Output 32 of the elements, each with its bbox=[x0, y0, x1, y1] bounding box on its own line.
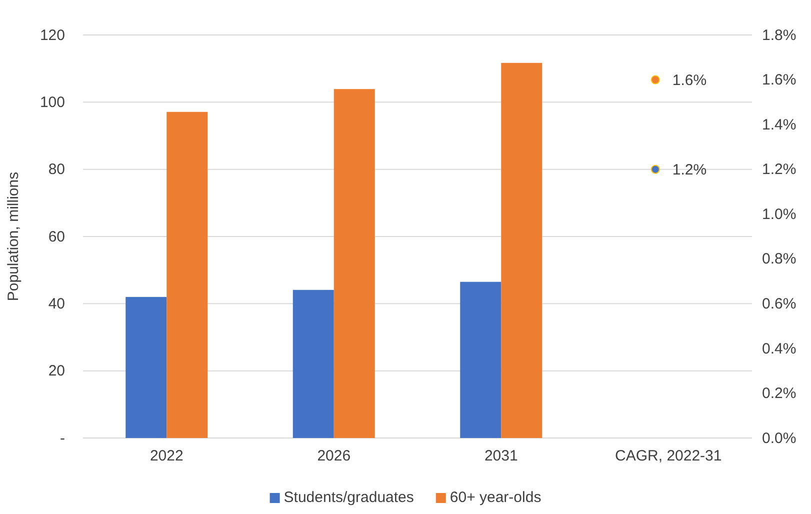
bar bbox=[166, 112, 208, 438]
y2-tick-label: 1.2% bbox=[762, 161, 796, 178]
y2-tick-label: 1.4% bbox=[762, 116, 796, 134]
bar bbox=[460, 282, 502, 438]
legend-label: 60+ year-olds bbox=[450, 489, 542, 506]
y-tick-label: 60 bbox=[48, 228, 65, 246]
x-tick-label: 2022 bbox=[150, 448, 184, 465]
y-axis-title: Population, millions bbox=[5, 172, 22, 302]
y-tick-label: 100 bbox=[40, 94, 65, 111]
y-tick-label: - bbox=[60, 430, 65, 447]
x-tick-label: 2026 bbox=[317, 448, 351, 465]
y2-tick-label: 1.8% bbox=[762, 26, 796, 44]
y2-tick-label: 0.2% bbox=[762, 385, 796, 402]
bar bbox=[334, 89, 375, 438]
y-tick-label: 20 bbox=[48, 362, 65, 380]
y-tick-label: 120 bbox=[40, 26, 65, 44]
bar bbox=[292, 290, 334, 438]
data-label: 1.2% bbox=[672, 161, 707, 178]
x-tick-label: CAGR, 2022-31 bbox=[615, 448, 722, 465]
y-tick-label: 40 bbox=[48, 295, 65, 312]
bar bbox=[501, 62, 542, 438]
y2-tick-label: 0.6% bbox=[762, 295, 796, 312]
data-label: 1.6% bbox=[672, 72, 707, 89]
y2-tick-label: 1.0% bbox=[762, 206, 796, 223]
y2-tick-label: 1.6% bbox=[762, 72, 796, 89]
legend-label: Students/graduates bbox=[284, 489, 414, 506]
y2-tick-label: 0.8% bbox=[762, 250, 796, 268]
bar bbox=[126, 296, 167, 438]
y2-tick-label: 0.4% bbox=[762, 340, 796, 358]
x-tick-label: 2031 bbox=[484, 448, 518, 465]
y2-tick-label: 0.0% bbox=[762, 430, 796, 447]
y-tick-label: 80 bbox=[48, 161, 65, 178]
